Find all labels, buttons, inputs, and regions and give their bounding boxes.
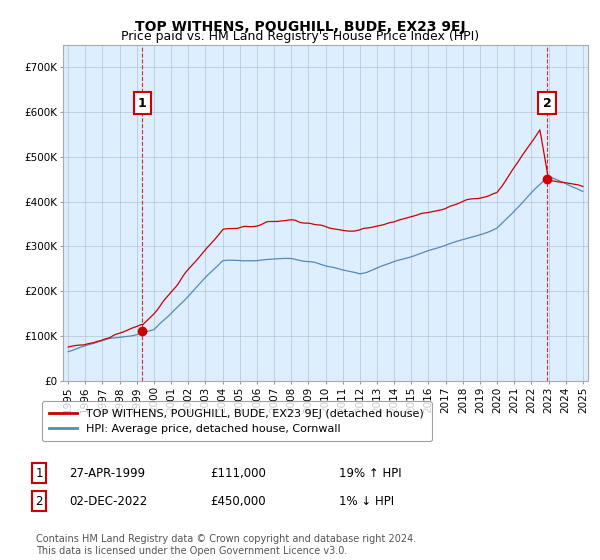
Text: Price paid vs. HM Land Registry's House Price Index (HPI): Price paid vs. HM Land Registry's House … [121, 30, 479, 43]
Text: £450,000: £450,000 [210, 494, 266, 508]
Text: 2: 2 [543, 96, 551, 110]
Text: 1% ↓ HPI: 1% ↓ HPI [339, 494, 394, 508]
Text: Contains HM Land Registry data © Crown copyright and database right 2024.
This d: Contains HM Land Registry data © Crown c… [36, 534, 416, 556]
Text: 1: 1 [35, 466, 43, 480]
Text: 2: 2 [35, 494, 43, 508]
Text: TOP WITHENS, POUGHILL, BUDE, EX23 9EJ: TOP WITHENS, POUGHILL, BUDE, EX23 9EJ [134, 20, 466, 34]
Text: 1: 1 [138, 96, 146, 110]
Legend: TOP WITHENS, POUGHILL, BUDE, EX23 9EJ (detached house), HPI: Average price, deta: TOP WITHENS, POUGHILL, BUDE, EX23 9EJ (d… [41, 402, 431, 441]
Text: 02-DEC-2022: 02-DEC-2022 [69, 494, 147, 508]
Text: 27-APR-1999: 27-APR-1999 [69, 466, 145, 480]
Text: £111,000: £111,000 [210, 466, 266, 480]
Text: 19% ↑ HPI: 19% ↑ HPI [339, 466, 401, 480]
